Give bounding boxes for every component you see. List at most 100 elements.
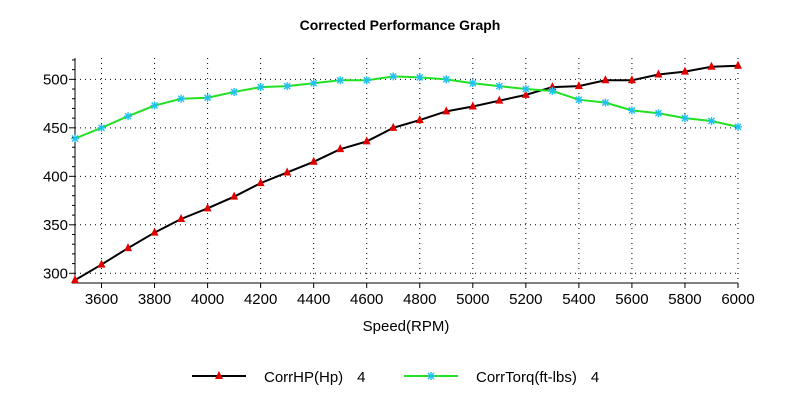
legend-item: CorrHP(Hp) 4 (192, 369, 366, 386)
data-point (177, 94, 186, 103)
data-point (601, 75, 610, 84)
legend-label: CorrTorq(ft-lbs) (476, 369, 577, 386)
marker-stroke (389, 72, 397, 80)
x-tick-label: 4400 (297, 291, 330, 308)
marker-stroke (628, 106, 636, 114)
y-tick-label: 500 (43, 71, 68, 88)
data-point (203, 203, 212, 212)
data-point (654, 69, 663, 78)
data-point (71, 134, 79, 143)
data-point (150, 227, 159, 236)
data-point (283, 167, 292, 176)
data-point (654, 109, 663, 118)
data-point (574, 95, 583, 104)
x-tick-label: 5400 (562, 291, 595, 308)
data-point (336, 76, 345, 85)
data-point (203, 93, 212, 102)
legend-marker (215, 371, 223, 379)
marker-stroke (469, 79, 477, 87)
data-point (680, 66, 689, 75)
data-point (256, 83, 265, 92)
x-tick-label: 5200 (509, 291, 542, 308)
marker-stroke (427, 372, 435, 380)
data-point (495, 82, 504, 91)
marker-stroke (522, 85, 530, 93)
x-tick-label: 3600 (85, 291, 118, 308)
marker-stroke (734, 123, 742, 131)
data-point (468, 79, 477, 88)
marker-stroke (681, 114, 689, 122)
data-point (548, 86, 557, 95)
marker-stroke (336, 76, 344, 84)
data-point (601, 98, 610, 107)
marker-stroke (363, 76, 371, 84)
y-tick-label: 400 (43, 168, 68, 185)
x-tick-label: 4000 (191, 291, 224, 308)
marker-stroke (548, 87, 556, 95)
legend-suffix: 4 (591, 369, 599, 386)
data-point (468, 101, 477, 110)
data-point (309, 79, 318, 88)
legend: CorrHP(Hp) 4 CorrTorq(ft-lbs) 4 (192, 369, 599, 386)
data-point (97, 123, 106, 132)
series-corr-hp (71, 60, 742, 284)
marker-stroke (204, 94, 212, 102)
series-line (74, 75, 739, 140)
data-point (442, 75, 451, 84)
data-point (521, 85, 530, 94)
x-tick-label: 5000 (456, 291, 489, 308)
x-tick-label: 4200 (244, 291, 277, 308)
data-point (415, 73, 424, 82)
x-tick-label: 5800 (668, 291, 701, 308)
data-point (734, 122, 742, 131)
data-point (97, 259, 106, 268)
marker-stroke (310, 79, 318, 87)
data-point (495, 95, 504, 104)
x-tick-label: 6000 (721, 291, 754, 308)
y-tick-label: 300 (43, 265, 68, 282)
marker-stroke (707, 117, 715, 125)
data-point (389, 122, 398, 131)
marker-stroke (98, 124, 106, 132)
data-point (71, 275, 79, 284)
y-tick-label: 350 (43, 217, 68, 234)
grid (75, 58, 739, 283)
data-point (521, 89, 530, 98)
data-point (309, 156, 318, 165)
data-point (389, 72, 398, 81)
marker-stroke (495, 82, 503, 90)
data-point (177, 213, 186, 222)
chart-title: Corrected Performance Graph (300, 17, 501, 33)
marker-stroke (71, 135, 79, 142)
x-axis-label: Speed(RPM) (363, 318, 450, 335)
axes: 3600 3800 4000 4200 4400 4600 4800 5000 5200 5400… (43, 58, 755, 308)
data-point (362, 136, 371, 145)
marker-stroke (257, 83, 265, 91)
marker-stroke (151, 102, 159, 110)
marker-stroke (654, 109, 662, 117)
series-layer (71, 60, 742, 284)
data-point (283, 82, 292, 91)
legend-item: CorrTorq(ft-lbs) 4 (404, 369, 599, 386)
series-corr-torq (71, 72, 742, 143)
data-point (124, 112, 133, 121)
marker-stroke (230, 88, 238, 96)
x-tick-label: 4600 (350, 291, 383, 308)
data-point (627, 106, 636, 115)
x-tick-label: 4800 (403, 291, 436, 308)
y-tick-label: 450 (43, 120, 68, 137)
x-tick-label: 5600 (615, 291, 648, 308)
x-tick-label: 3800 (138, 291, 171, 308)
data-point (442, 106, 451, 115)
legend-label: CorrHP(Hp) (264, 369, 343, 386)
data-point (627, 75, 636, 84)
data-point (707, 117, 716, 126)
marker-stroke (442, 75, 450, 83)
marker-stroke (575, 96, 583, 104)
marker-stroke (601, 99, 609, 107)
data-point (574, 81, 583, 90)
data-point (230, 87, 239, 96)
data-point (256, 178, 265, 187)
marker-stroke (177, 95, 185, 103)
